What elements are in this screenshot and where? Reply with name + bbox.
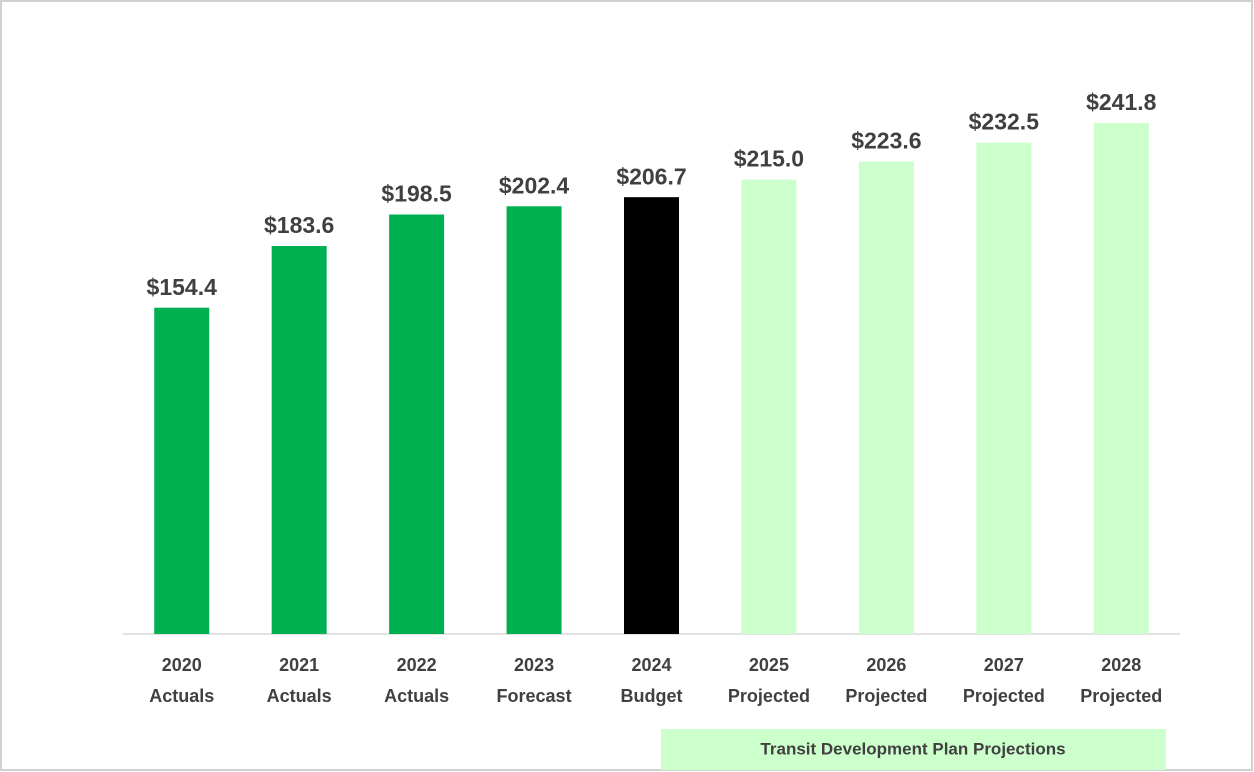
x-tick-label-line: Projected <box>963 686 1045 706</box>
value-label: $232.5 <box>969 109 1040 135</box>
x-tick-label-line: Projected <box>728 686 810 706</box>
x-tick-label-line: 2020 <box>162 655 202 675</box>
x-tick-label: 2028 Projected <box>1080 655 1162 706</box>
value-label: $154.4 <box>147 274 218 300</box>
value-label: $202.4 <box>499 172 570 198</box>
x-tick-label: 2023 Forecast <box>497 655 572 706</box>
x-tick-label-line: Actuals <box>384 686 449 706</box>
x-tick-label-line: 2027 <box>984 655 1024 675</box>
x-tick-label-line: Budget <box>621 686 683 706</box>
x-tick-label: 2027 Projected <box>963 655 1045 706</box>
x-tick-label: 2024 Budget <box>621 655 683 706</box>
annotation: Transit Development Plan Projections <box>760 739 1065 758</box>
value-label: $183.6 <box>264 212 334 238</box>
value-label: $215.0 <box>734 146 804 172</box>
x-tick-label-line: 2022 <box>397 655 437 675</box>
x-tick-label: 2022 Actuals <box>384 655 449 706</box>
x-tick-label: 2025 Projected <box>728 655 810 706</box>
x-tick-label-line: 2023 <box>514 655 554 675</box>
value-label: $206.7 <box>616 163 686 189</box>
value-label: $241.8 <box>1086 89 1157 115</box>
x-tick-label: 2021 Actuals <box>267 655 332 706</box>
bar <box>389 214 445 634</box>
bar <box>154 307 210 634</box>
x-tick-label: 2026 Projected <box>845 655 927 706</box>
x-tick-label-line: 2028 <box>1101 655 1141 675</box>
x-tick-label-line: 2026 <box>866 655 906 675</box>
x-tick-label-line: Actuals <box>267 686 332 706</box>
bar <box>741 179 797 634</box>
x-tick-label-line: 2025 <box>749 655 789 675</box>
x-tick-label: 2020 Actuals <box>149 655 214 706</box>
bar <box>1093 123 1149 634</box>
bar <box>624 197 679 634</box>
bar <box>858 161 914 634</box>
value-label: $198.5 <box>381 181 452 207</box>
annotation-box <box>661 729 1166 770</box>
x-tick-label-line: 2024 <box>631 655 671 675</box>
x-tick-label-line: 2021 <box>279 655 319 675</box>
bar <box>271 245 327 634</box>
x-tick-label-line: Projected <box>1080 686 1162 706</box>
value-label: $223.6 <box>851 128 921 154</box>
x-tick-label-line: Actuals <box>149 686 214 706</box>
x-tick-label-line: Projected <box>845 686 927 706</box>
x-tick-label-line: Forecast <box>497 686 572 706</box>
bar <box>506 206 562 634</box>
bar <box>976 142 1032 634</box>
